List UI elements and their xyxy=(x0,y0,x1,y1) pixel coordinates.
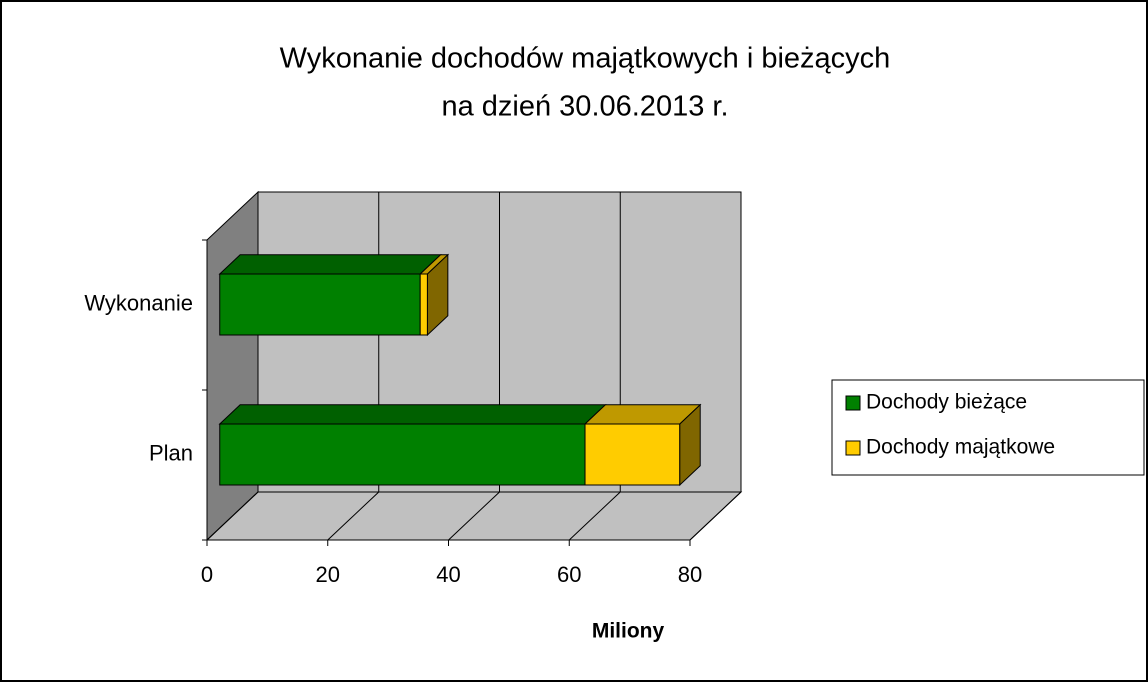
chart-title: na dzień 30.06.2013 r. xyxy=(441,91,728,123)
x-tick-label: 0 xyxy=(201,562,213,587)
grid-line xyxy=(206,491,259,541)
legend-swatch xyxy=(845,395,861,411)
y-tick-label: Plan xyxy=(149,440,193,465)
legend-label: Dochody majątkowe xyxy=(866,436,1055,459)
grid-line xyxy=(568,491,621,541)
x-tick-label: 60 xyxy=(557,562,581,587)
x-tick-label: 40 xyxy=(436,562,460,587)
bar-top xyxy=(218,404,607,425)
x-axis-title: Miliony xyxy=(592,620,665,643)
bar-top xyxy=(218,254,442,275)
x-tick-label: 80 xyxy=(678,562,702,587)
legend xyxy=(831,379,1145,476)
bar-side xyxy=(679,403,701,487)
bar xyxy=(584,423,681,486)
bar xyxy=(419,273,428,336)
bar-side xyxy=(426,253,449,337)
grid-line xyxy=(689,491,742,541)
grid-line xyxy=(327,491,380,541)
x-tick-label: 20 xyxy=(316,562,340,587)
bar xyxy=(219,273,421,336)
side-wall xyxy=(206,190,259,542)
y-tick-label: Wykonanie xyxy=(84,290,193,315)
legend-label: Dochody bieżące xyxy=(866,391,1027,414)
grid-line xyxy=(448,491,500,541)
bar xyxy=(219,423,586,486)
legend-swatch xyxy=(845,440,861,456)
chart-title: Wykonanie dochodów majątkowych i bieżący… xyxy=(280,43,891,75)
